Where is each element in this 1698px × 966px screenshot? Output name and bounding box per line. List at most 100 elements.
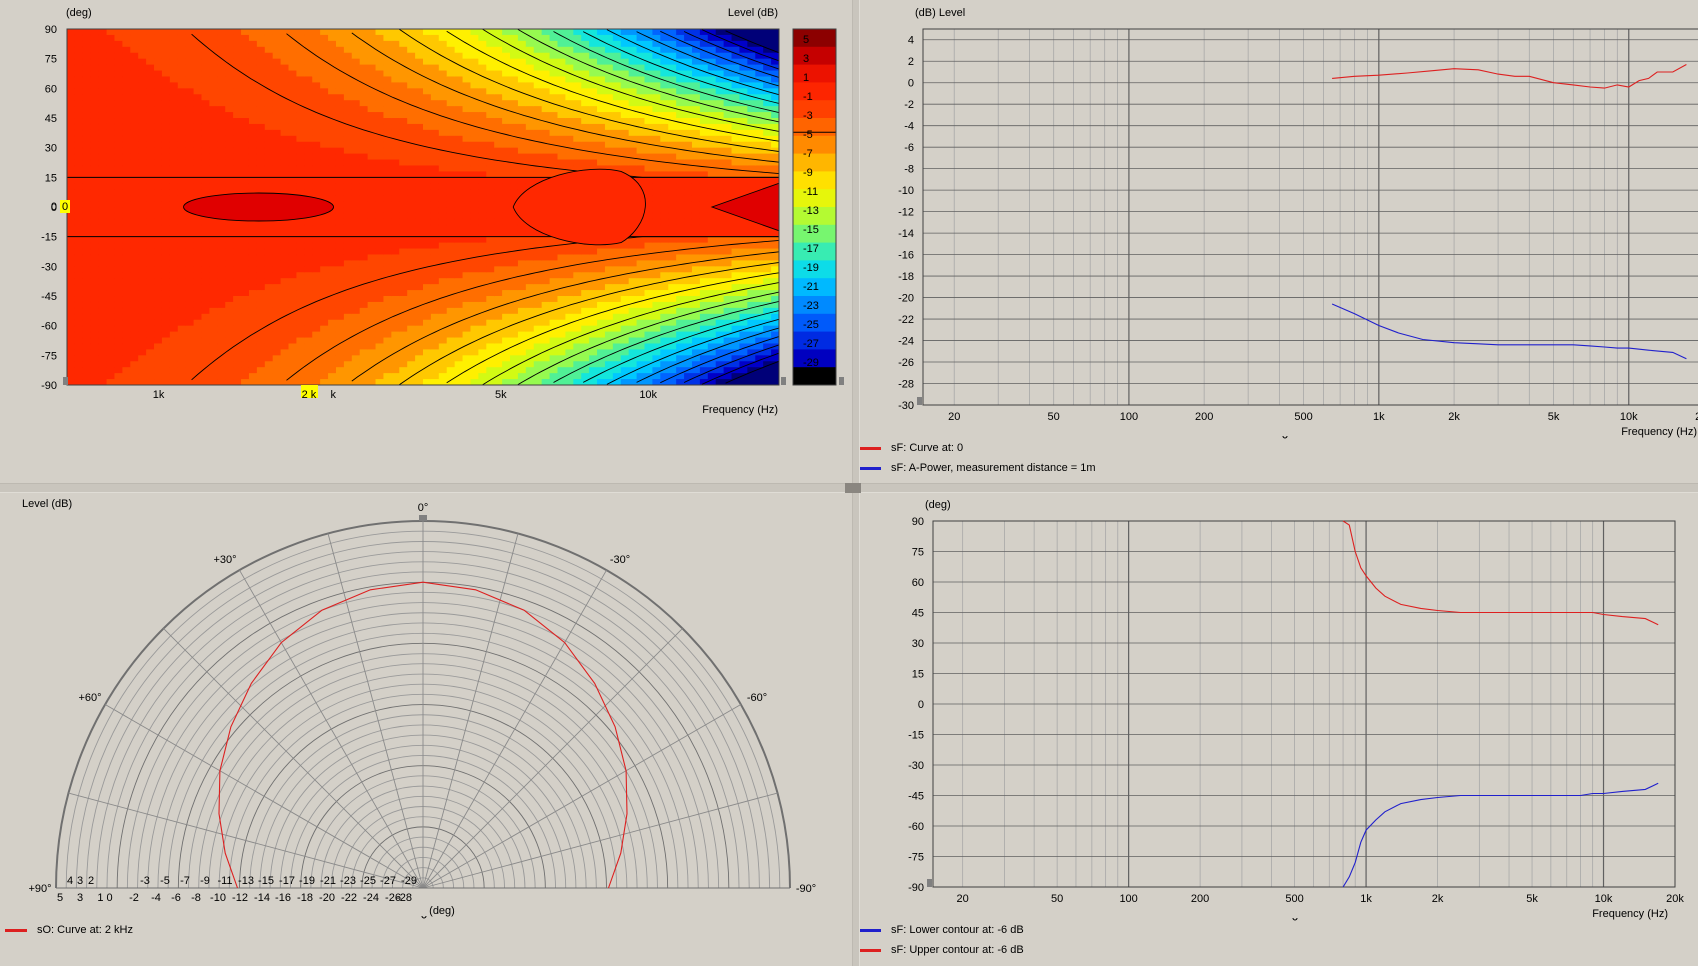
contour-cell	[676, 212, 685, 220]
contour-cell	[138, 52, 147, 60]
contour-cell	[541, 272, 551, 279]
contour-cell	[525, 82, 535, 89]
contour-cell	[676, 135, 685, 143]
contour-cell	[494, 165, 503, 172]
contour-cell	[288, 123, 298, 131]
contour-cell	[549, 106, 559, 113]
contour-cell	[407, 242, 416, 250]
contour-cell	[185, 230, 195, 238]
contour-cell	[343, 118, 353, 125]
contour-cell	[691, 260, 701, 267]
contour-cell	[565, 260, 574, 267]
contour-cell	[399, 278, 408, 285]
contour-cell	[541, 367, 551, 374]
contour-cell	[122, 88, 131, 95]
contour-cell	[423, 189, 432, 196]
contour-cell	[438, 141, 448, 149]
contour-cell	[161, 296, 171, 303]
contour-cell	[723, 129, 733, 137]
contour-cell	[185, 307, 195, 315]
contour-cell	[98, 82, 108, 89]
contour-cell	[312, 153, 321, 161]
contour-cell	[312, 171, 321, 178]
contour-cell	[209, 248, 218, 256]
contour-cell	[82, 159, 92, 167]
contour-cell	[201, 183, 210, 190]
contour-cell	[407, 230, 416, 238]
contour-cell	[138, 171, 147, 178]
contour-cell	[106, 165, 116, 172]
contour-cell	[486, 278, 495, 285]
contour-cell	[597, 135, 606, 143]
contour-cell	[90, 260, 100, 267]
contour-cell	[82, 58, 92, 66]
contour-cell	[312, 337, 321, 345]
contour-cell	[470, 40, 479, 48]
contour-cell	[415, 343, 424, 350]
contour-cell	[225, 319, 234, 327]
contour-cell	[154, 272, 163, 279]
contour-cell	[715, 260, 725, 267]
contour-cell	[383, 379, 392, 385]
contour-cell	[660, 218, 669, 226]
contour-cell	[668, 171, 677, 178]
contour-cell	[423, 254, 432, 261]
contour-cell	[98, 135, 108, 143]
contour-cell	[90, 129, 100, 137]
contour-cell	[604, 40, 614, 48]
contour-cell	[407, 165, 416, 172]
contour-cell	[359, 313, 369, 321]
contour-cell	[525, 171, 535, 178]
contour-cell	[280, 296, 290, 303]
contour-cell	[573, 123, 582, 131]
contour-cell	[169, 141, 179, 149]
contour-cell	[668, 141, 677, 149]
contour-cell	[138, 82, 147, 89]
contour-cell	[391, 242, 400, 250]
contour-cell	[399, 266, 408, 273]
contour-cell	[233, 278, 242, 285]
contour-cell	[106, 183, 116, 190]
contour-cell	[478, 331, 487, 339]
contour-cell	[652, 236, 661, 244]
contour-cell	[565, 349, 574, 356]
contour-cell	[723, 58, 733, 66]
contour-panel: (deg) Level (dB) 90 75 60 45 30 15 0 -15 -30 -45 -60…	[0, 0, 852, 483]
contour-cell	[430, 88, 440, 95]
contour-cell	[510, 165, 519, 172]
contour-cell	[256, 301, 266, 309]
contour-cell	[454, 373, 464, 380]
contour-cell	[399, 207, 408, 214]
contour-cell	[486, 171, 495, 178]
contour-cell	[335, 70, 345, 78]
contour-cell	[470, 147, 479, 155]
contour-cell	[620, 100, 630, 107]
contour-cell	[399, 224, 408, 232]
contour-cell	[691, 100, 701, 107]
contour-plot[interactable]: (deg) Level (dB)9075604530150-15-30-45-60…	[0, 0, 852, 483]
contour-cell	[470, 207, 479, 214]
contour-cell	[589, 100, 598, 107]
contour-cell	[446, 248, 456, 256]
contour-cell	[715, 230, 725, 238]
contour-cell	[67, 76, 76, 83]
contour-cell	[114, 100, 123, 107]
contour-cell	[343, 46, 353, 54]
contour-cell	[589, 278, 598, 285]
contour-cell	[454, 337, 464, 345]
contour-cell	[486, 118, 495, 125]
contour-cell	[415, 319, 424, 327]
contour-cell	[296, 29, 305, 36]
contour-cell	[399, 159, 408, 167]
contour-cell	[193, 278, 203, 285]
contour-cell	[122, 319, 131, 327]
contour-cell	[359, 260, 369, 267]
contour-cell	[193, 159, 203, 167]
contour-cell	[430, 141, 440, 149]
contour-cell	[691, 218, 701, 226]
contour-cell	[676, 34, 685, 42]
contour-cell	[217, 284, 226, 291]
contour-cell	[225, 284, 234, 291]
contour-cell	[359, 254, 369, 261]
contour-cell	[82, 254, 92, 261]
